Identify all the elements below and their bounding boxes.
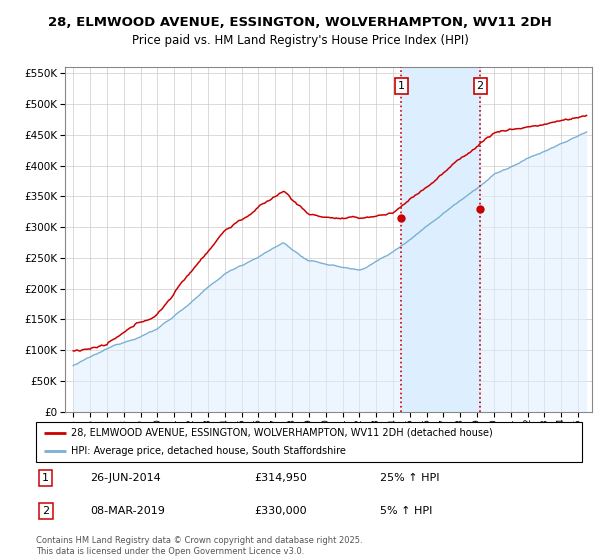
Text: 2: 2 — [42, 506, 49, 516]
Text: 28, ELMWOOD AVENUE, ESSINGTON, WOLVERHAMPTON, WV11 2DH: 28, ELMWOOD AVENUE, ESSINGTON, WOLVERHAM… — [48, 16, 552, 29]
Text: £330,000: £330,000 — [254, 506, 307, 516]
Text: £314,950: £314,950 — [254, 473, 307, 483]
Text: 5% ↑ HPI: 5% ↑ HPI — [380, 506, 433, 516]
Text: 1: 1 — [398, 81, 405, 91]
Text: 2: 2 — [476, 81, 484, 91]
Text: 26-JUN-2014: 26-JUN-2014 — [91, 473, 161, 483]
Bar — [401, 67, 480, 412]
Text: 08-MAR-2019: 08-MAR-2019 — [91, 506, 166, 516]
Text: 28, ELMWOOD AVENUE, ESSINGTON, WOLVERHAMPTON, WV11 2DH (detached house): 28, ELMWOOD AVENUE, ESSINGTON, WOLVERHAM… — [71, 428, 493, 437]
Text: 1: 1 — [43, 473, 49, 483]
Text: HPI: Average price, detached house, South Staffordshire: HPI: Average price, detached house, Sout… — [71, 446, 346, 456]
Text: Price paid vs. HM Land Registry's House Price Index (HPI): Price paid vs. HM Land Registry's House … — [131, 34, 469, 46]
Text: 25% ↑ HPI: 25% ↑ HPI — [380, 473, 439, 483]
Text: Contains HM Land Registry data © Crown copyright and database right 2025.
This d: Contains HM Land Registry data © Crown c… — [36, 536, 362, 556]
